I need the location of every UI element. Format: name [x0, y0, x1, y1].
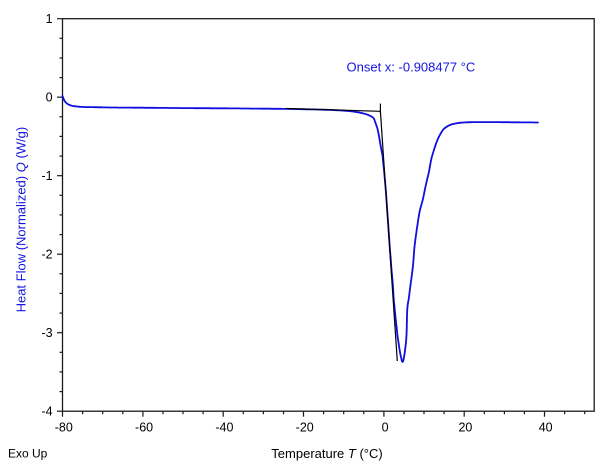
- svg-text:-60: -60: [135, 420, 153, 434]
- svg-text:20: 20: [458, 420, 472, 434]
- svg-text:0: 0: [46, 90, 53, 104]
- svg-text:-4: -4: [41, 404, 52, 418]
- svg-text:Heat Flow (Normalized) Q (W/g): Heat Flow (Normalized) Q (W/g): [14, 127, 29, 313]
- svg-text:Exo Up: Exo Up: [8, 446, 48, 460]
- svg-text:40: 40: [539, 420, 553, 434]
- svg-text:0: 0: [382, 420, 389, 434]
- svg-text:-80: -80: [55, 420, 73, 434]
- svg-text:1: 1: [46, 12, 53, 26]
- svg-text:-2: -2: [41, 247, 52, 261]
- svg-text:-20: -20: [296, 420, 314, 434]
- svg-text:-1: -1: [41, 169, 52, 183]
- svg-text:Onset x: -0.908477 °C: Onset x: -0.908477 °C: [347, 60, 476, 75]
- svg-text:Temperature T (°C): Temperature T (°C): [271, 446, 382, 461]
- svg-text:-40: -40: [215, 420, 233, 434]
- svg-text:-3: -3: [41, 326, 52, 340]
